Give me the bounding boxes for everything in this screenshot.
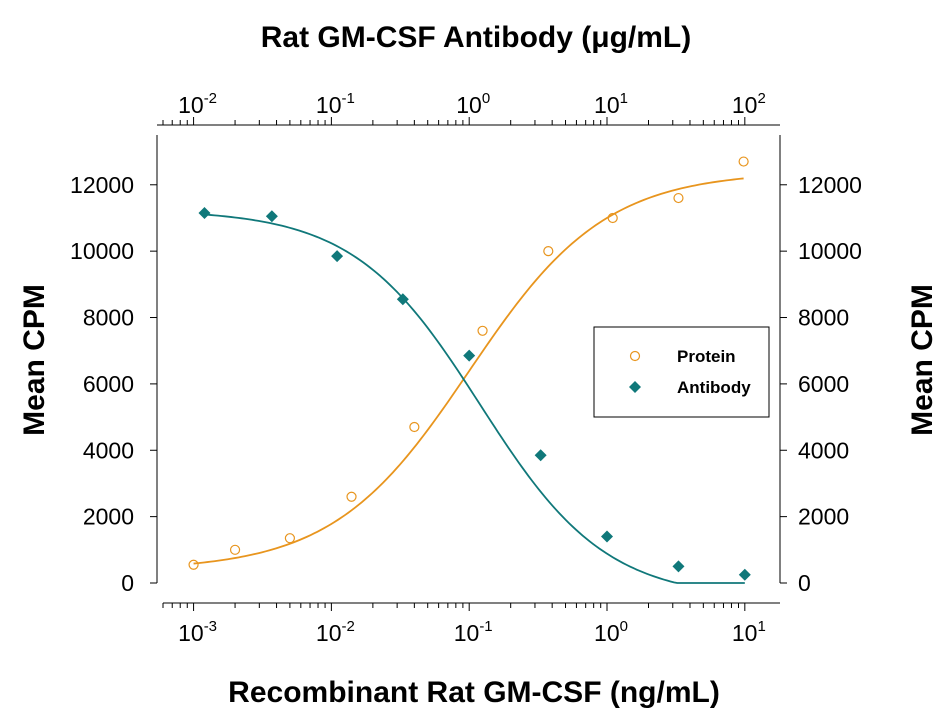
protein-point	[229, 544, 241, 555]
y-tick-label-right: 2000	[798, 504, 849, 530]
legend-antibody-label: Antibody	[677, 378, 751, 397]
protein-point	[543, 246, 554, 257]
data-points	[188, 156, 751, 581]
y-tick-label-left: 8000	[83, 305, 134, 331]
y-tick-label-right: 8000	[798, 305, 849, 331]
antibody-fit-curve	[204, 213, 745, 584]
y-tick-label-left: 6000	[83, 371, 134, 397]
x-tick-label: 10-3	[178, 618, 217, 646]
y-tick-label-right: 0	[798, 570, 811, 596]
legend-antibody-marker	[629, 381, 641, 393]
protein-point	[409, 421, 420, 433]
right-axis-title: Mean CPM	[906, 284, 939, 436]
protein-point	[284, 533, 295, 544]
protein-fit-curve	[193, 177, 744, 565]
x-tick-label: 100	[594, 618, 628, 646]
x-top-tick-label: 102	[732, 90, 766, 118]
x-top-tick-label: 10-2	[178, 90, 217, 118]
bottom-axis-title: Recombinant Rat GM-CSF (ng/mL)	[228, 676, 720, 709]
y-tick-label-right: 12000	[798, 172, 862, 198]
y-tick-label-right: 6000	[798, 371, 849, 397]
x-top-tick-label: 101	[594, 90, 628, 118]
fit-curves	[193, 177, 745, 584]
legend-protein-marker	[629, 350, 641, 362]
antibody-point	[396, 293, 409, 306]
protein-point	[607, 212, 618, 224]
protein-point	[477, 325, 488, 336]
x-top-tick-label: 100	[456, 90, 490, 118]
protein-point	[673, 192, 684, 204]
x-tick-label: 101	[732, 618, 766, 646]
legend: Protein Antibody	[593, 326, 770, 418]
legend-box	[593, 326, 770, 418]
top-axis-title: Rat GM-CSF Antibody (μg/mL)	[261, 21, 692, 54]
y-tick-label-right: 4000	[798, 437, 849, 463]
left-axis-title: Mean CPM	[18, 284, 51, 436]
y-tick-label-left: 4000	[83, 437, 134, 463]
antibody-point	[198, 206, 211, 219]
y-tick-label-left: 0	[121, 570, 134, 596]
protein-point	[346, 491, 357, 502]
y-tick-label-left: 10000	[70, 238, 134, 264]
antibody-point	[601, 530, 614, 543]
y-tick-label-right: 10000	[798, 238, 862, 264]
axis-ticks	[150, 117, 787, 611]
legend-protein-label: Protein	[677, 347, 736, 366]
antibody-point	[672, 560, 685, 573]
axis-tick-labels: 0 0 2000 2000 4000 4000 6000 6000 8000 8000 10000 1…	[70, 90, 862, 646]
antibody-point	[463, 349, 476, 362]
antibody-point	[534, 449, 547, 462]
y-tick-label-left: 2000	[83, 504, 134, 530]
y-tick-label-left: 12000	[70, 172, 134, 198]
protein-point	[738, 156, 749, 167]
x-tick-label: 10-1	[454, 618, 493, 646]
antibody-point	[738, 568, 751, 581]
x-tick-label: 10-2	[316, 618, 355, 646]
protein-point	[188, 559, 199, 570]
x-top-tick-label: 10-1	[316, 90, 355, 118]
antibody-point	[265, 210, 278, 223]
antibody-point	[331, 250, 344, 263]
